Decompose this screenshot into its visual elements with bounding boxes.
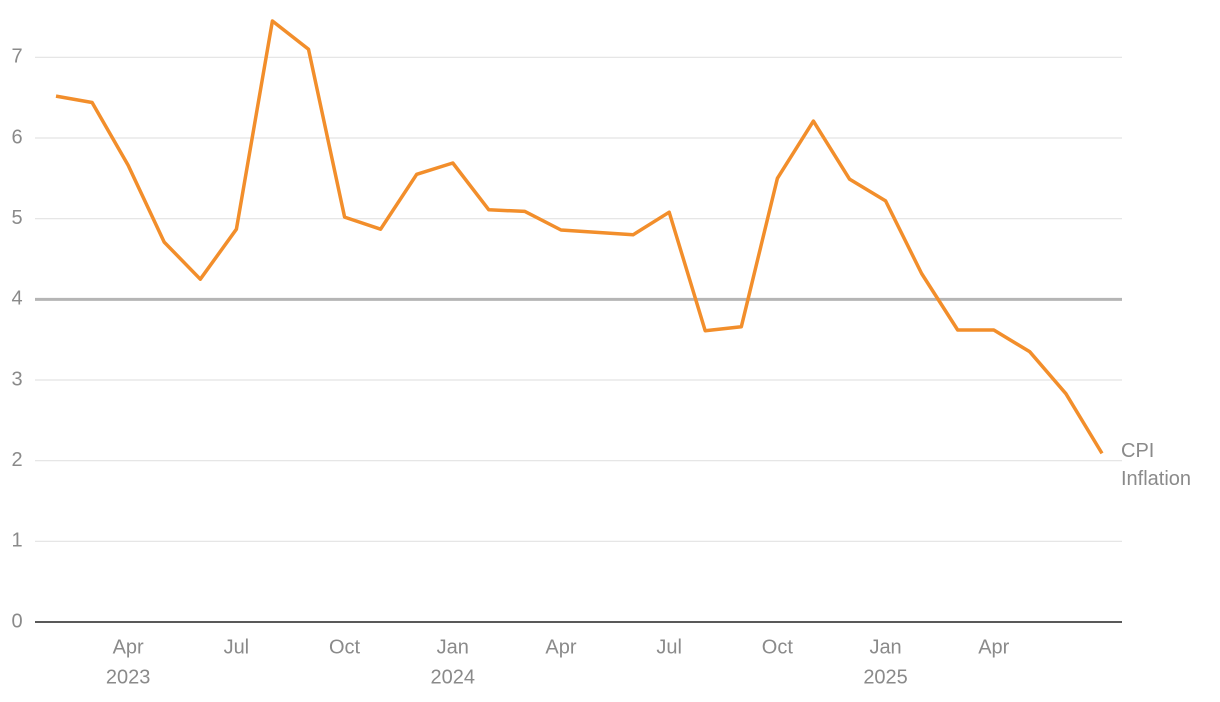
y-tick-label: 0 <box>11 610 22 632</box>
y-tick-label: 1 <box>11 530 22 552</box>
x-tick-label: Oct <box>329 636 361 658</box>
y-tick-label: 4 <box>11 288 22 310</box>
series-label: CPI Inflation <box>1121 440 1192 491</box>
x-tick-label: Jul <box>224 636 250 658</box>
x-tick-year: 2024 <box>431 666 476 688</box>
x-tick-year: 2025 <box>863 666 908 688</box>
line <box>55 19 1104 455</box>
x-tick-label: Apr <box>545 636 576 658</box>
x-tick-label: Jul <box>656 636 682 658</box>
y-tick-label: 6 <box>11 126 22 148</box>
x-tick-year: 2023 <box>106 666 151 688</box>
series-name: CPI Inflation <box>1121 440 1192 491</box>
x-tick-label: Jan <box>437 636 469 658</box>
x-tick-label: Oct <box>762 636 794 658</box>
y-tick-label: 7 <box>11 46 22 68</box>
y-tick-label: 5 <box>11 207 22 229</box>
x-tick-label: Jan <box>869 636 901 658</box>
y-tick-label: 3 <box>11 368 22 390</box>
x-tick-label: Apr <box>978 636 1009 658</box>
y-tick-label: 2 <box>11 449 22 471</box>
x-tick-label: Apr <box>113 636 144 658</box>
